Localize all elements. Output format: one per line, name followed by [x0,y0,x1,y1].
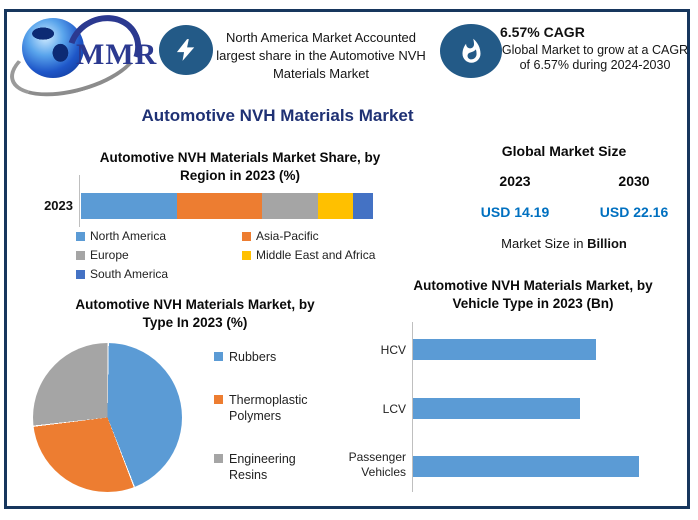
logo-text: MMR [76,38,158,71]
legend-label: Europe [90,248,129,262]
market-size-caption: Market Size in Billion [452,236,676,251]
mmr-logo: MMR [2,2,158,110]
legend-item-asia-pacific: Asia-Pacific [242,229,402,243]
cagr-description: Global Market to grow at a CAGR of 6.57%… [501,43,689,72]
market-size-value-2023: USD 14.19 [480,204,550,220]
highlight-statement: North America Market Accounted largest s… [216,30,426,81]
legend-label: South America [90,267,169,281]
legend-item-middle-east-and-africa: Middle East and Africa [242,248,402,262]
legend-swatch-icon [214,454,223,463]
legend-label: Engineering Resins [229,452,296,482]
vehicle-bar-hcv [413,339,596,360]
type-chart-title: Automotive NVH Materials Market, by Type… [75,297,315,330]
bar-segment-north-america [81,193,178,219]
region-chart-legend: North America Asia-Pacific Europe Middle Ea… [76,229,402,281]
legend-label: North America [90,229,167,243]
flame-icon [462,38,480,63]
legend-swatch-icon [214,395,223,404]
type-chart-legend: Rubbers Thermoplastic Polymers Engineering… [214,349,336,483]
type-pie-chart [33,343,182,492]
vehicle-chart-title: Automotive NVH Materials Market, by Vehi… [413,278,653,311]
market-size-heading: Global Market Size [501,143,627,159]
caption-unit: Billion [587,236,627,251]
vehicle-label-lcv: LCV [382,402,406,416]
bar-segment-asia-pacific [177,193,263,219]
region-chart-axis [79,175,80,227]
legend-item-south-america: South America [76,267,242,281]
region-chart-category-label: 2023 [44,198,73,213]
pie-legend-item-thermoplastic-polymers: Thermoplastic Polymers [214,392,336,424]
legend-item-north-america: North America [76,229,242,243]
pie-legend-item-engineering-resins: Engineering Resins [214,451,336,483]
lightning-bolt-icon [176,39,195,61]
market-size-year-2023: 2023 [499,173,531,189]
legend-label: Rubbers [229,350,277,364]
page-title: Automotive NVH Materials Market [141,106,414,125]
vehicle-label-passenger-vehicles: Passenger Vehicles [348,450,406,479]
region-chart-title: Automotive NVH Materials Market Share, b… [99,150,381,183]
lightning-badge [159,25,213,75]
vehicle-chart-axis [412,322,413,492]
legend-label: Middle East and Africa [256,248,376,262]
vehicle-label-hcv: HCV [380,343,406,357]
cagr-callout: 6.57% CAGR Global Market to grow at a CA… [498,24,692,73]
region-stacked-bar [81,193,374,219]
legend-swatch-icon [214,352,223,361]
cagr-value: 6.57% CAGR [500,24,585,40]
globe-icon [22,18,84,78]
legend-swatch-icon [76,250,85,260]
legend-swatch-icon [242,250,251,260]
vehicle-bar-lcv [413,398,580,419]
caption-prefix: Market Size in [501,236,588,251]
legend-swatch-icon [242,231,251,241]
legend-swatch-icon [76,231,85,241]
market-size-value-2030: USD 22.16 [599,204,669,220]
vehicle-bar-passenger-vehicles [413,456,639,477]
legend-label: Asia-Pacific [256,229,319,243]
infographic-frame [4,9,690,509]
pie-legend-item-rubbers: Rubbers [214,349,336,365]
legend-label: Thermoplastic Polymers [229,393,308,423]
market-size-year-2030: 2030 [618,173,650,189]
flame-badge [440,24,502,78]
bar-segment-middle-east-and-africa [317,193,353,219]
bar-segment-south-america [352,193,374,219]
legend-swatch-icon [76,269,85,279]
bar-segment-europe [262,193,318,219]
legend-item-europe: Europe [76,248,242,262]
